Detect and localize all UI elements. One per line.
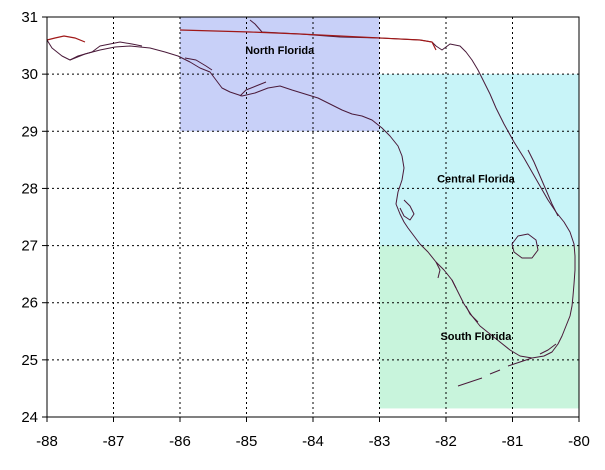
south-florida-region-box <box>379 245 579 409</box>
y-tick-label: 29 <box>21 123 38 140</box>
y-tick-label: 27 <box>21 238 38 255</box>
y-axis-ticks: 24 25 26 27 28 29 30 31 <box>21 9 47 426</box>
x-tick-label: -88 <box>36 433 58 450</box>
north-florida-region-box <box>180 17 380 132</box>
x-tick-label: -85 <box>236 433 258 450</box>
coastline <box>46 19 576 387</box>
y-tick-label: 31 <box>21 9 38 26</box>
x-tick-label: -81 <box>502 433 524 450</box>
central-florida-region-box <box>379 74 579 246</box>
x-tick-label: -80 <box>568 433 590 450</box>
x-tick-label: -87 <box>103 433 125 450</box>
y-tick-label: 28 <box>21 180 38 197</box>
x-tick-label: -83 <box>369 433 391 450</box>
north-florida-label: North Florida <box>245 45 315 57</box>
x-tick-label: -84 <box>302 433 324 450</box>
y-tick-label: 26 <box>21 295 38 312</box>
grid-lines <box>47 17 579 417</box>
southwest-coast-detail <box>435 261 479 323</box>
panhandle-coastline <box>46 19 576 359</box>
x-tick-label: -86 <box>169 433 191 450</box>
indian-river-lagoon <box>527 149 559 217</box>
state-border <box>46 29 437 51</box>
y-tick-label: 25 <box>21 352 38 369</box>
panhandle-bay-detail <box>69 41 267 97</box>
tampa-bay <box>399 199 415 221</box>
lake-okeechobee <box>511 233 539 259</box>
y-tick-label: 24 <box>21 409 38 426</box>
central-florida-label: Central Florida <box>437 174 516 186</box>
x-axis-ticks: -88 -87 -86 -85 -84 -83 -82 -81 -80 <box>36 417 590 450</box>
y-tick-label: 30 <box>21 66 38 83</box>
south-florida-label: South Florida <box>440 331 512 343</box>
florida-keys <box>457 343 557 387</box>
x-tick-label: -82 <box>435 433 457 450</box>
region-labels: North Florida Central Florida South Florid… <box>245 45 515 343</box>
